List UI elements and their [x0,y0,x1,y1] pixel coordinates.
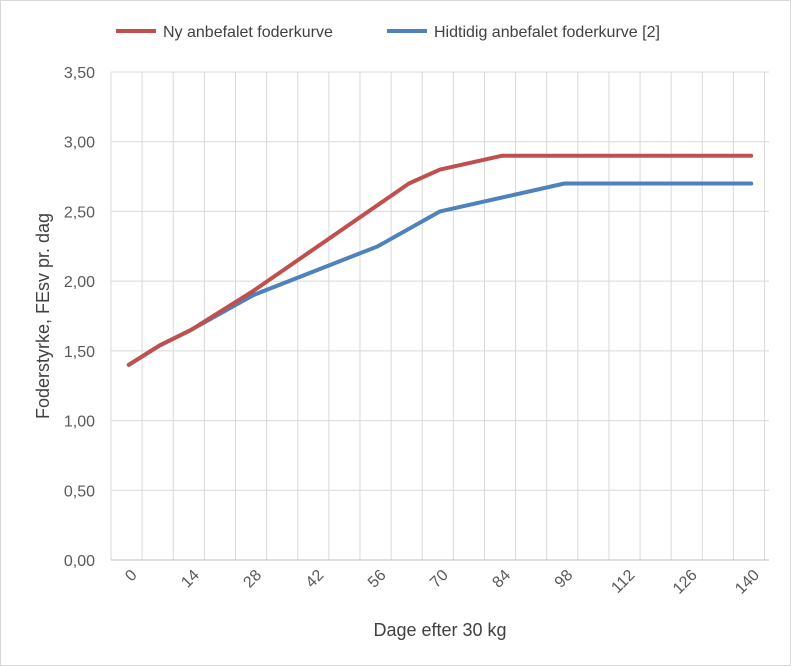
x-tick-label: 0 [122,567,140,585]
legend-label: Ny anbefalet foderkurve [163,24,333,41]
y-axis-ticks: 0,00 0,50 1,00 1,50 2,00 2,50 3,00 3,50 [64,65,95,570]
x-tick-label: 126 [670,567,701,598]
x-tick-label: 84 [489,567,514,592]
series-line-1 [126,153,754,367]
x-tick-label: 28 [240,567,265,592]
x-tick-label: 98 [552,567,577,592]
series-layer [126,153,754,367]
x-axis-ticks: 0 14 28 42 56 70 84 98 112 126 140 [122,567,763,598]
legend-item-1: Ny anbefalet foderkurve [116,24,333,41]
legend: Ny anbefalet foderkurve Hidtidig anbefale… [116,24,660,41]
y-tick-label: 2,50 [64,204,95,221]
y-axis-title: Foderstyrke, FEsv pr. dag [33,213,53,419]
y-tick-label: 1,00 [64,414,95,431]
x-tick-label: 140 [732,567,763,598]
x-tick-label: 70 [427,567,452,592]
y-tick-label: 1,50 [64,344,95,361]
gridlines [110,71,769,561]
legend-label: Hidtidig anbefalet foderkurve [2] [434,24,660,41]
y-tick-label: 0,50 [64,483,95,500]
x-tick-label: 56 [365,567,390,592]
x-tick-label: 14 [178,567,203,592]
y-tick-label: 0,00 [64,553,95,570]
x-tick-label: 42 [303,567,328,592]
y-tick-label: 2,00 [64,274,95,291]
y-tick-label: 3,50 [64,65,95,82]
legend-item-2: Hidtidig anbefalet foderkurve [2] [387,24,660,41]
x-tick-label: 112 [608,567,638,597]
x-axis-title: Dage efter 30 kg [373,620,506,640]
y-tick-label: 3,00 [64,135,95,152]
series-line-2 [126,181,754,367]
